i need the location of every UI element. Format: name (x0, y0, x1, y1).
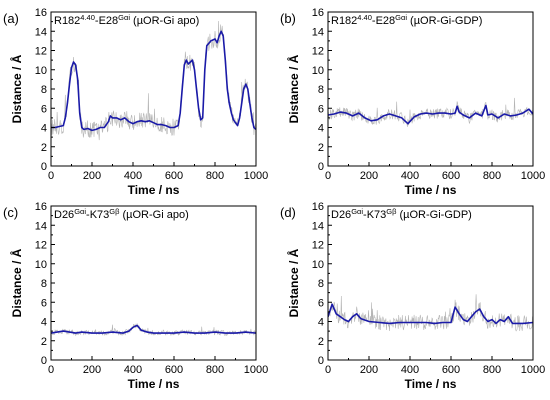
y-tick-label: 10 (35, 259, 47, 271)
y-tick-label: 14 (312, 220, 324, 232)
x-tick-label: 1000 (521, 170, 545, 182)
x-tick-label: 0 (48, 364, 54, 376)
plot-frame (50, 205, 257, 361)
y-tick-label: 16 (312, 201, 324, 213)
x-tick-label: 1000 (521, 364, 545, 376)
x-tick-label: 200 (83, 364, 101, 376)
y-tick-label: 6 (318, 297, 324, 309)
x-tick-label: 800 (483, 364, 501, 376)
x-tick-label: 600 (165, 364, 183, 376)
series-line (51, 30, 256, 132)
y-tick-label: 6 (318, 103, 324, 115)
series-line (328, 104, 533, 125)
x-tick-label: 400 (401, 170, 419, 182)
panel-label: (a) (3, 11, 19, 26)
panel-label: (d) (280, 205, 296, 220)
panel-title: D26Gαi-K73Gβ (µOR-Gi-GDP) (331, 207, 472, 221)
x-tick-label: 400 (401, 364, 419, 376)
x-tick-label: 200 (360, 364, 378, 376)
y-tick-label: 4 (318, 317, 324, 329)
y-tick-label: 8 (318, 84, 324, 96)
y-axis-label: Distance / Å (286, 54, 301, 123)
x-tick-label: 0 (325, 170, 331, 182)
y-tick-label: 10 (35, 65, 47, 77)
x-tick-label: 400 (124, 170, 142, 182)
y-tick-label: 2 (318, 336, 324, 348)
panel-label: (c) (3, 205, 18, 220)
y-tick-label: 14 (35, 26, 47, 38)
x-axis-label: Time / ns (128, 183, 180, 197)
x-axis-label: Time / ns (405, 377, 457, 391)
x-tick-label: 200 (83, 170, 101, 182)
y-tick-label: 12 (35, 46, 47, 58)
y-tick-label: 8 (41, 84, 47, 96)
x-tick-label: 800 (206, 364, 224, 376)
x-tick-label: 800 (483, 170, 501, 182)
panel-title: R1824.40-E28Gαi (µOR-Gi-GDP) (331, 13, 482, 27)
x-tick-label: 600 (442, 170, 460, 182)
raw-trace (328, 294, 533, 332)
raw-trace (51, 323, 256, 337)
y-tick-label: 2 (41, 142, 47, 154)
y-tick-label: 10 (312, 259, 324, 271)
y-tick-label: 14 (35, 220, 47, 232)
x-tick-label: 0 (325, 364, 331, 376)
x-tick-label: 1000 (244, 364, 268, 376)
x-tick-label: 200 (360, 170, 378, 182)
x-axis-label: Time / ns (128, 377, 180, 391)
panel-label: (b) (280, 11, 296, 26)
y-tick-label: 8 (318, 278, 324, 290)
series-line (51, 324, 256, 334)
y-axis-label: Distance / Å (9, 54, 24, 123)
y-tick-label: 16 (35, 7, 47, 19)
panel-b: 0 200 400 600 800 1000 0 2 4 6 8 10 12 14 16 Time / ns D… (280, 7, 545, 197)
x-tick-label: 400 (124, 364, 142, 376)
panel-title: R1824.40-E28Gαi (µOR-Gi apo) (54, 13, 199, 27)
y-tick-label: 16 (35, 201, 47, 213)
panel-a: 0 200 400 600 800 1000 0 2 4 6 8 10 12 14 16 Time / ns D… (3, 7, 268, 197)
y-tick-label: 14 (312, 26, 324, 38)
x-tick-label: 600 (165, 170, 183, 182)
panel-d: 0 200 400 600 800 1000 0 2 4 6 8 10 12 14 16 Time / ns D… (280, 201, 545, 391)
plot-frame (327, 11, 534, 167)
x-tick-label: 1000 (244, 170, 268, 182)
y-tick-label: 0 (318, 355, 324, 367)
y-tick-label: 16 (312, 7, 324, 19)
x-tick-label: 800 (206, 170, 224, 182)
x-tick-label: 600 (442, 364, 460, 376)
y-tick-label: 2 (318, 142, 324, 154)
series-line (328, 303, 533, 325)
plot-frame (327, 205, 534, 361)
y-tick-label: 12 (35, 240, 47, 252)
y-tick-label: 0 (41, 355, 47, 367)
y-tick-label: 12 (312, 46, 324, 58)
y-tick-label: 4 (41, 317, 47, 329)
plot-frame (50, 11, 257, 167)
y-tick-label: 12 (312, 240, 324, 252)
y-tick-label: 0 (41, 161, 47, 173)
y-tick-label: 8 (41, 278, 47, 290)
y-tick-label: 2 (41, 336, 47, 348)
x-axis-label: Time / ns (405, 183, 457, 197)
panel-title: D26Gαi-K73Gβ (µOR-Gi apo) (54, 207, 189, 221)
y-tick-label: 10 (312, 65, 324, 77)
y-tick-label: 6 (41, 103, 47, 115)
y-tick-label: 4 (318, 123, 324, 135)
raw-trace (51, 20, 256, 141)
panel-c: 0 200 400 600 800 1000 0 2 4 6 8 10 12 14 16 Time / ns D… (3, 201, 268, 391)
x-tick-label: 0 (48, 170, 54, 182)
y-tick-label: 0 (318, 161, 324, 173)
y-tick-label: 6 (41, 297, 47, 309)
y-axis-label: Distance / Å (9, 248, 24, 317)
y-tick-label: 4 (41, 123, 47, 135)
y-axis-label: Distance / Å (286, 248, 301, 317)
